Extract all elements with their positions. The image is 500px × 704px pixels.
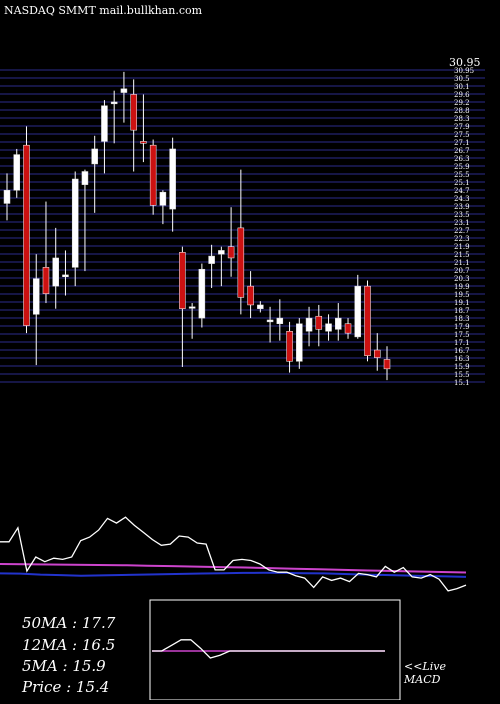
rsi-ma-line-purple: [0, 563, 467, 574]
price-tick-label: 29.2: [454, 99, 470, 107]
ma50-label: 50MA : 17.7: [22, 614, 116, 632]
candle-body: [266, 319, 274, 323]
price-tick-label: 26.3: [454, 155, 470, 163]
price-tick-label: 18.3: [454, 315, 470, 323]
candle-body: [286, 331, 293, 362]
price-tick-label: 15.9: [454, 363, 470, 371]
price-tick-label: 21.1: [454, 259, 470, 267]
price-tick-label: 25.1: [454, 179, 470, 187]
candle-body: [188, 306, 196, 309]
price-tick-label: 24.3: [454, 195, 470, 203]
price-tick-label: 15.5: [454, 371, 470, 379]
macd-line: [152, 639, 385, 659]
candle-body: [101, 105, 108, 142]
candle-body: [354, 285, 362, 338]
candle-body: [374, 349, 381, 358]
price-tick-label: 30.5: [454, 75, 470, 83]
price-tick-label: 30.1: [454, 83, 470, 91]
candle-body: [335, 317, 342, 330]
candle-body: [305, 317, 313, 332]
rsi-line: [0, 516, 467, 592]
price-tick-label: 28.8: [454, 107, 470, 115]
price-tick-label: 26.7: [454, 147, 470, 155]
price-tick-label: 19.5: [454, 291, 470, 299]
candle-body: [62, 274, 69, 277]
price-tick-label: 25.9: [454, 163, 470, 171]
candle-body: [3, 190, 11, 204]
candle-body: [227, 246, 235, 259]
price-tick-label: 25.5: [454, 171, 470, 179]
candle-body: [140, 141, 147, 144]
price-tick-label: 21.9: [454, 243, 470, 251]
candle-body: [23, 144, 30, 326]
candle-body: [71, 178, 79, 268]
candle-body: [315, 315, 323, 330]
candle-body: [159, 191, 167, 206]
candle-body: [208, 255, 215, 264]
candle-body: [42, 267, 50, 294]
rsi-ma-line-blue: [0, 571, 467, 578]
candle-body: [81, 171, 89, 185]
price-tick-label: 19.1: [454, 299, 470, 307]
price-tick-label: 17.5: [454, 331, 470, 339]
price-tick-label: 23.5: [454, 211, 470, 219]
price-tick-label: 27.5: [454, 131, 470, 139]
live-label[interactable]: <<Live: [404, 660, 446, 673]
price-tick-label: 27.9: [454, 123, 470, 131]
price-label: Price : 15.4: [22, 678, 110, 696]
candle-body: [130, 94, 137, 131]
candle-body: [110, 101, 118, 105]
candle-body: [32, 278, 40, 315]
price-tick-label: 30.95: [454, 67, 474, 75]
candle-body: [52, 257, 59, 287]
candle-body: [218, 250, 225, 255]
candle-body: [344, 323, 352, 334]
price-tick-label: 15.1: [454, 379, 470, 387]
price-top-label: 30.95: [449, 56, 481, 69]
price-tick-label: 18.7: [454, 307, 470, 315]
candle-body: [149, 144, 157, 206]
candle-body: [179, 252, 186, 309]
macd-panel-frame: [149, 599, 401, 701]
candle-body: [325, 323, 332, 332]
candle-body: [169, 148, 176, 210]
candle-body: [276, 317, 284, 324]
candle-body: [198, 268, 206, 319]
candle-body: [364, 285, 371, 356]
price-tick-label: 29.6: [454, 91, 470, 99]
candle-body: [296, 323, 303, 362]
price-tick-label: 22.3: [454, 235, 470, 243]
candle-body: [247, 285, 254, 306]
candle-body: [383, 359, 391, 370]
candle-body: [91, 148, 98, 165]
ma12-label: 12MA : 16.5: [22, 636, 116, 654]
price-tick-label: 23.1: [454, 219, 470, 227]
price-tick-label: 28.3: [454, 115, 470, 123]
price-tick-label: 19.9: [454, 283, 470, 291]
price-tick-label: 24.7: [454, 187, 470, 195]
price-tick-label: 17.1: [454, 339, 470, 347]
price-tick-label: 27.1: [454, 139, 470, 147]
candle-body: [120, 88, 128, 93]
candle-body: [257, 304, 264, 309]
ma5-label: 5MA : 15.9: [22, 657, 106, 675]
price-tick-label: 20.3: [454, 275, 470, 283]
price-tick-label: 16.3: [454, 355, 470, 363]
price-tick-label: 21.5: [454, 251, 470, 259]
candle-body: [13, 154, 20, 191]
chart-header: NASDAQ SMMT mail.bullkhan.com: [4, 4, 203, 17]
price-tick-label: 22.7: [454, 227, 470, 235]
price-tick-label: 16.7: [454, 347, 470, 355]
macd-label: MACD: [404, 673, 441, 686]
candle-body: [237, 227, 245, 298]
price-tick-label: 17.9: [454, 323, 470, 331]
price-tick-label: 20.7: [454, 267, 470, 275]
price-tick-label: 23.9: [454, 203, 470, 211]
